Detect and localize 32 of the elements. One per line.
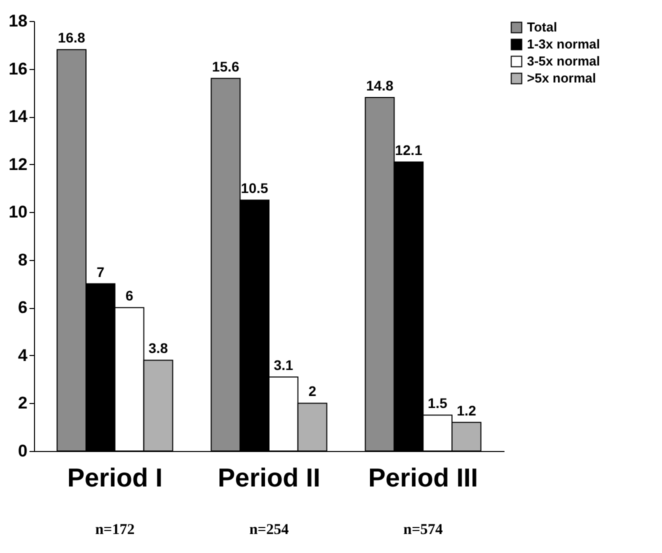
data-label: 14.8 (366, 77, 394, 94)
data-label: 2 (308, 383, 316, 400)
legend-label: 3-5x normal (527, 54, 600, 68)
y-tick-label: 18 (8, 12, 28, 30)
data-label: 1.5 (428, 395, 448, 412)
y-tick-label: 8 (18, 250, 28, 270)
x-tick-label: Period I (67, 462, 163, 492)
text: n=574 (403, 522, 444, 538)
legend-label: 1-3x normal (527, 36, 600, 52)
text: n=254 (249, 522, 290, 538)
legend-label: >5x normal (527, 70, 596, 86)
y-tick-label: 14 (8, 107, 28, 126)
data-label: 3.1 (274, 356, 294, 373)
text: n=172 (95, 522, 135, 538)
data-label: 1.2 (456, 402, 476, 418)
y-tick-label: 0 (18, 442, 28, 460)
x-tick-label: Period III (368, 462, 478, 492)
data-label: 12.1 (395, 142, 422, 158)
y-tick-label: 6 (18, 298, 28, 318)
data-label: 3.8 (148, 340, 168, 356)
y-tick-label: 4 (18, 346, 28, 365)
y-tick-label: 2 (18, 394, 28, 413)
y-tick-label: 12 (8, 154, 28, 174)
data-label: 15.6 (212, 58, 240, 74)
data-label: 10.5 (240, 180, 268, 196)
data-label: 16.8 (58, 30, 86, 46)
x-tick-label: Period II (218, 462, 320, 492)
data-label: 6 (125, 288, 134, 304)
y-tick-label: 10 (8, 202, 28, 222)
data-label: 7 (96, 264, 105, 280)
y-tick-label: 16 (8, 59, 28, 78)
legend-label: Total (527, 20, 558, 34)
